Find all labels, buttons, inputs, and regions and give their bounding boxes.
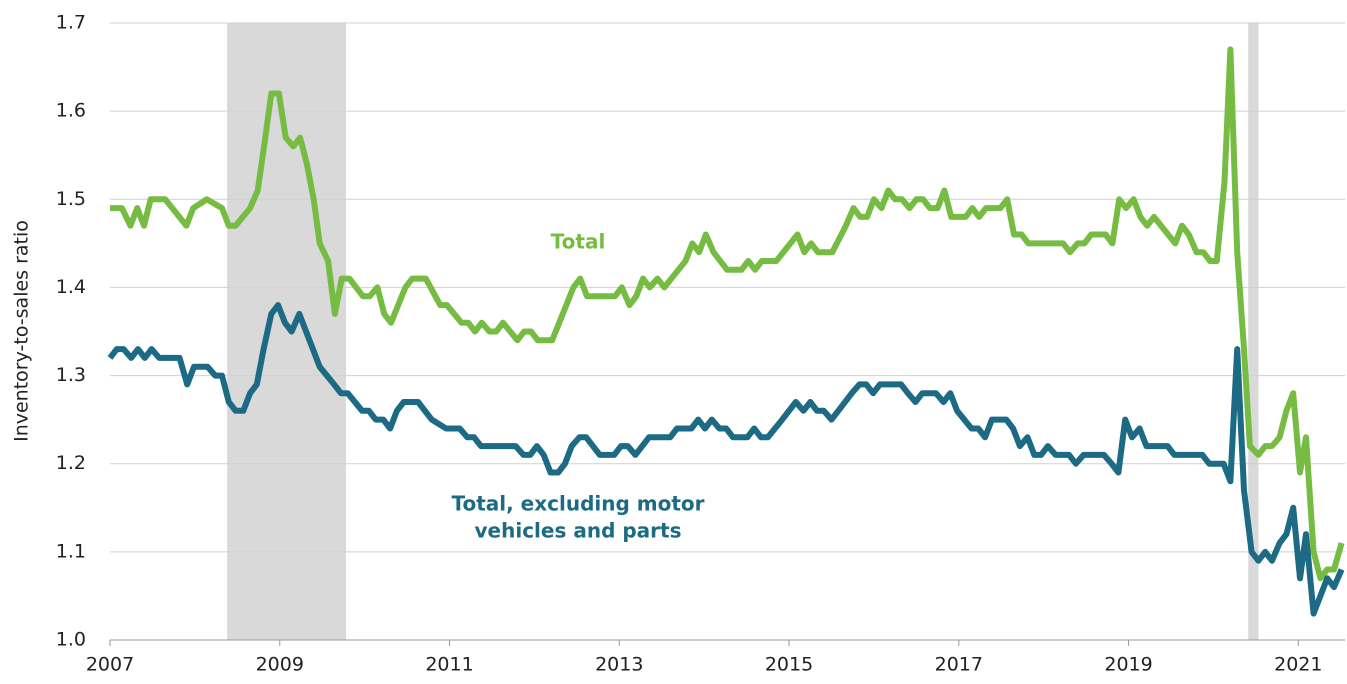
y-tick-label: 1.5 xyxy=(56,188,86,210)
y-axis-label: Inventory-to-sales ratio xyxy=(11,220,33,442)
x-tick-label: 2021 xyxy=(1274,654,1322,676)
y-tick-label: 1.1 xyxy=(56,540,86,562)
x-tick-label: 2009 xyxy=(256,654,304,676)
recession-band xyxy=(227,23,346,640)
x-tick-label: 2011 xyxy=(425,654,473,676)
x-tick-label: 2017 xyxy=(935,654,983,676)
y-tick-label: 1.6 xyxy=(56,100,86,122)
recession-band xyxy=(1248,23,1259,640)
annotation: vehicles and parts xyxy=(475,519,682,543)
y-tick-label: 1.4 xyxy=(56,276,86,298)
y-tick-label: 1.0 xyxy=(56,629,86,651)
y-tick-label: 1.7 xyxy=(56,12,86,34)
annotation: Total xyxy=(551,230,606,254)
x-tick-label: 2019 xyxy=(1104,654,1152,676)
series-line xyxy=(107,302,1345,617)
x-tick-label: 2007 xyxy=(86,654,134,676)
x-tick-label: 2015 xyxy=(765,654,813,676)
y-tick-label: 1.3 xyxy=(56,364,86,386)
annotation: Total, excluding motor xyxy=(451,492,704,516)
series-line xyxy=(110,46,1345,582)
x-tick-label: 2013 xyxy=(595,654,643,676)
y-tick-label: 1.2 xyxy=(56,452,86,474)
